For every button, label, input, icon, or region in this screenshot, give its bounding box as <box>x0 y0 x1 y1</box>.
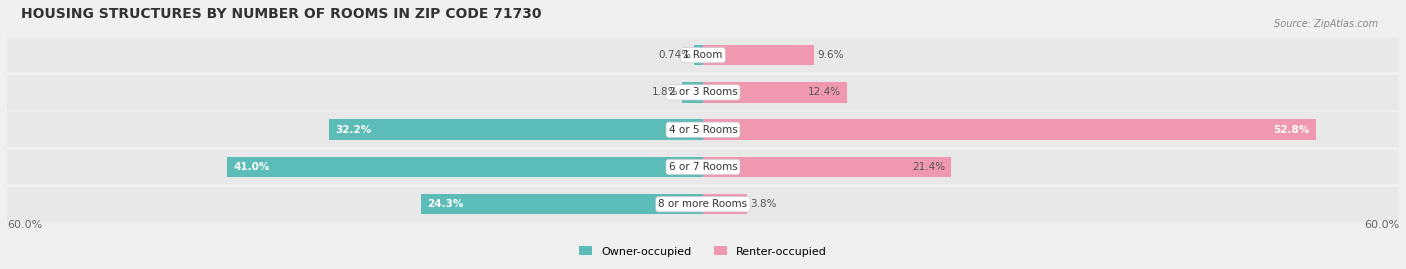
Bar <box>7 38 1399 72</box>
Text: 52.8%: 52.8% <box>1274 125 1310 135</box>
Text: HOUSING STRUCTURES BY NUMBER OF ROOMS IN ZIP CODE 71730: HOUSING STRUCTURES BY NUMBER OF ROOMS IN… <box>21 7 541 21</box>
Text: Source: ZipAtlas.com: Source: ZipAtlas.com <box>1274 19 1378 29</box>
Text: 12.4%: 12.4% <box>808 87 841 97</box>
Text: 1 Room: 1 Room <box>683 50 723 60</box>
Text: 41.0%: 41.0% <box>233 162 270 172</box>
Bar <box>703 82 846 103</box>
Text: 32.2%: 32.2% <box>335 125 371 135</box>
Bar <box>703 119 1316 140</box>
Text: 24.3%: 24.3% <box>427 199 463 209</box>
Bar <box>7 150 1399 184</box>
Text: 2 or 3 Rooms: 2 or 3 Rooms <box>669 87 737 97</box>
Bar <box>7 112 1399 147</box>
Text: 4 or 5 Rooms: 4 or 5 Rooms <box>669 125 737 135</box>
Bar <box>703 194 747 214</box>
Text: 8 or more Rooms: 8 or more Rooms <box>658 199 748 209</box>
Text: 1.8%: 1.8% <box>652 87 679 97</box>
Bar <box>703 45 814 65</box>
Bar <box>682 82 703 103</box>
Text: 60.0%: 60.0% <box>1364 220 1399 229</box>
Text: 0.74%: 0.74% <box>658 50 690 60</box>
Text: 9.6%: 9.6% <box>818 50 845 60</box>
Bar <box>228 157 703 177</box>
Bar <box>695 45 703 65</box>
Bar <box>329 119 703 140</box>
Text: 6 or 7 Rooms: 6 or 7 Rooms <box>669 162 737 172</box>
Bar <box>422 194 703 214</box>
Text: 21.4%: 21.4% <box>912 162 945 172</box>
Legend: Owner-occupied, Renter-occupied: Owner-occupied, Renter-occupied <box>575 242 831 261</box>
Text: 60.0%: 60.0% <box>7 220 42 229</box>
Bar <box>703 157 952 177</box>
Bar <box>7 187 1399 222</box>
Text: 3.8%: 3.8% <box>751 199 778 209</box>
Bar <box>7 75 1399 110</box>
